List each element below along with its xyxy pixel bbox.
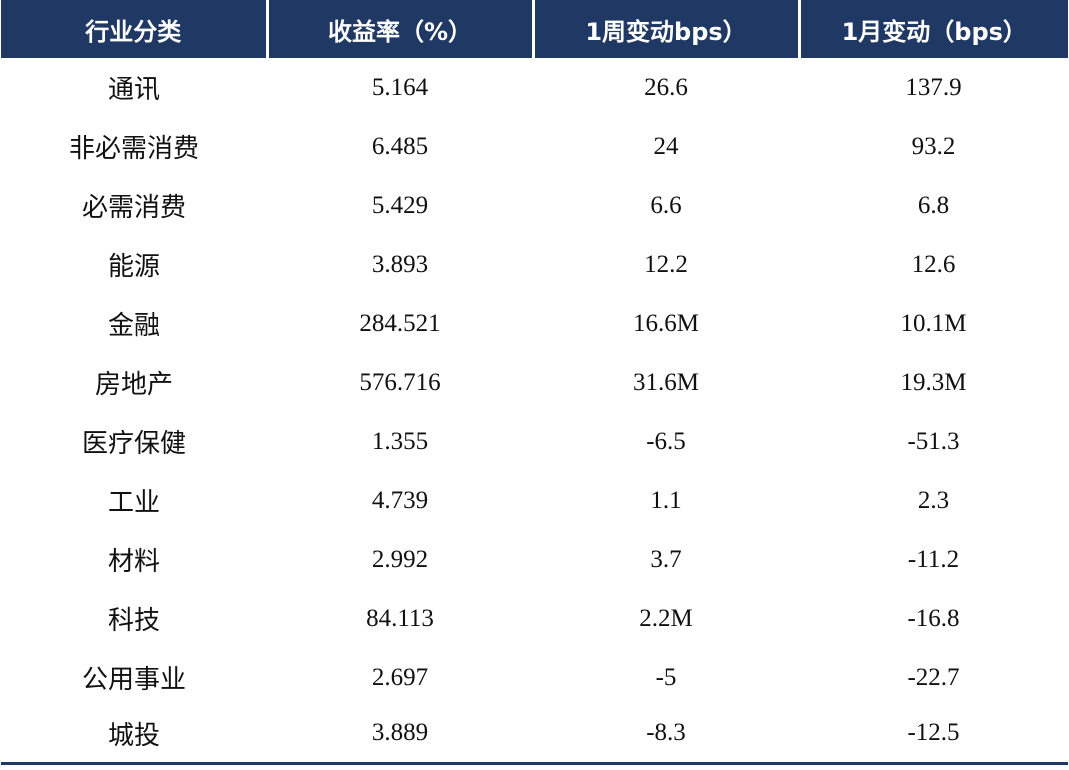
week-change-cell: 6.6 [650,191,682,219]
sector-cell: 工业 [107,488,160,518]
yield-cell: 1.355 [371,427,429,455]
sector-cell: 材料 [107,547,160,577]
month-change-cell: 6.8 [917,191,950,219]
month-change-cell: -11.2 [907,545,960,573]
month-change-cell: 137.9 [905,73,962,101]
week-change-cell: 1.1 [650,486,682,514]
week-change-cell: 3.7 [650,545,682,573]
header-sector: 行业分类 [1,0,269,58]
week-change-cell: -6.5 [646,427,686,455]
sector-cell: 城投 [107,720,160,751]
week-change-cell: 12.2 [644,250,688,278]
month-change-cell: -51.3 [907,427,960,455]
week-change-cell: 31.6M [633,368,699,396]
table-row: 城投 3.889 -8.3 -12.5 [1,707,1068,759]
header-yield: 收益率（%） [267,0,535,58]
month-change-cell: 19.3M [900,368,967,396]
header-row: 行业分类 收益率（%） 1周变动bps） 1月变动（bps） [1,0,1068,58]
table-row: 科技 84.113 2.2M -16.8 [1,589,1068,648]
yield-cell: 3.889 [371,719,429,746]
table-row: 房地产 576.716 31.6M 19.3M [1,353,1068,412]
sector-cell: 通讯 [107,75,160,105]
table-row: 通讯 5.164 26.6 137.9 [1,58,1068,117]
table-bottom-rule [1,762,1068,765]
yield-cell: 2.992 [371,545,429,573]
week-change-cell: 16.6M [633,309,699,337]
sector-cell: 公用事业 [81,665,186,695]
yield-cell: 284.521 [359,309,441,337]
yield-cell: 4.739 [371,486,429,514]
month-change-cell: 93.2 [911,132,956,160]
week-change-cell: -8.3 [646,719,686,746]
month-change-cell: -16.8 [907,604,960,632]
sector-cell: 非必需消费 [68,134,199,164]
table-row: 金融 284.521 16.6M 10.1M [1,294,1068,353]
week-change-cell: -5 [655,663,677,691]
table-row: 能源 3.893 12.2 12.6 [1,235,1068,294]
table-row: 工业 4.739 1.1 2.3 [1,471,1068,530]
table-body: 通讯 5.164 26.6 137.9 非必需消费 6.485 24 93.2 … [1,58,1068,759]
month-change-cell: -12.5 [907,719,960,746]
week-change-cell: 2.2M [639,604,693,632]
yield-cell: 84.113 [366,604,434,632]
yield-cell: 576.716 [359,368,441,396]
sector-cell: 房地产 [94,370,173,400]
month-change-cell: -22.7 [907,663,960,691]
yield-cell: 3.893 [371,250,429,278]
table-row: 材料 2.992 3.7 -11.2 [1,530,1068,589]
table-row: 非必需消费 6.485 24 93.2 [1,117,1068,176]
sector-cell: 科技 [107,606,160,636]
table-header: 行业分类 收益率（%） 1周变动bps） 1月变动（bps） [1,0,1068,58]
week-change-cell: 26.6 [644,73,688,101]
header-1w-change: 1周变动bps） [533,0,801,58]
table-row: 公用事业 2.697 -5 -22.7 [1,648,1068,707]
month-change-cell: 2.3 [917,486,950,514]
sector-cell: 必需消费 [81,193,186,223]
table-row: 医疗保健 1.355 -6.5 -51.3 [1,412,1068,471]
month-change-cell: 12.6 [911,250,956,278]
yield-cell: 5.429 [371,191,429,219]
sector-cell: 能源 [107,252,160,282]
week-change-cell: 24 [653,132,679,160]
sector-cell: 金融 [107,311,160,341]
sector-cell: 医疗保健 [81,429,186,459]
table-row: 必需消费 5.429 6.6 6.8 [1,176,1068,235]
yield-cell: 6.485 [371,132,429,160]
header-1m-change: 1月变动（bps） [799,0,1068,58]
yield-cell: 5.164 [371,73,429,101]
yield-cell: 2.697 [371,663,429,691]
month-change-cell: 10.1M [900,309,967,337]
